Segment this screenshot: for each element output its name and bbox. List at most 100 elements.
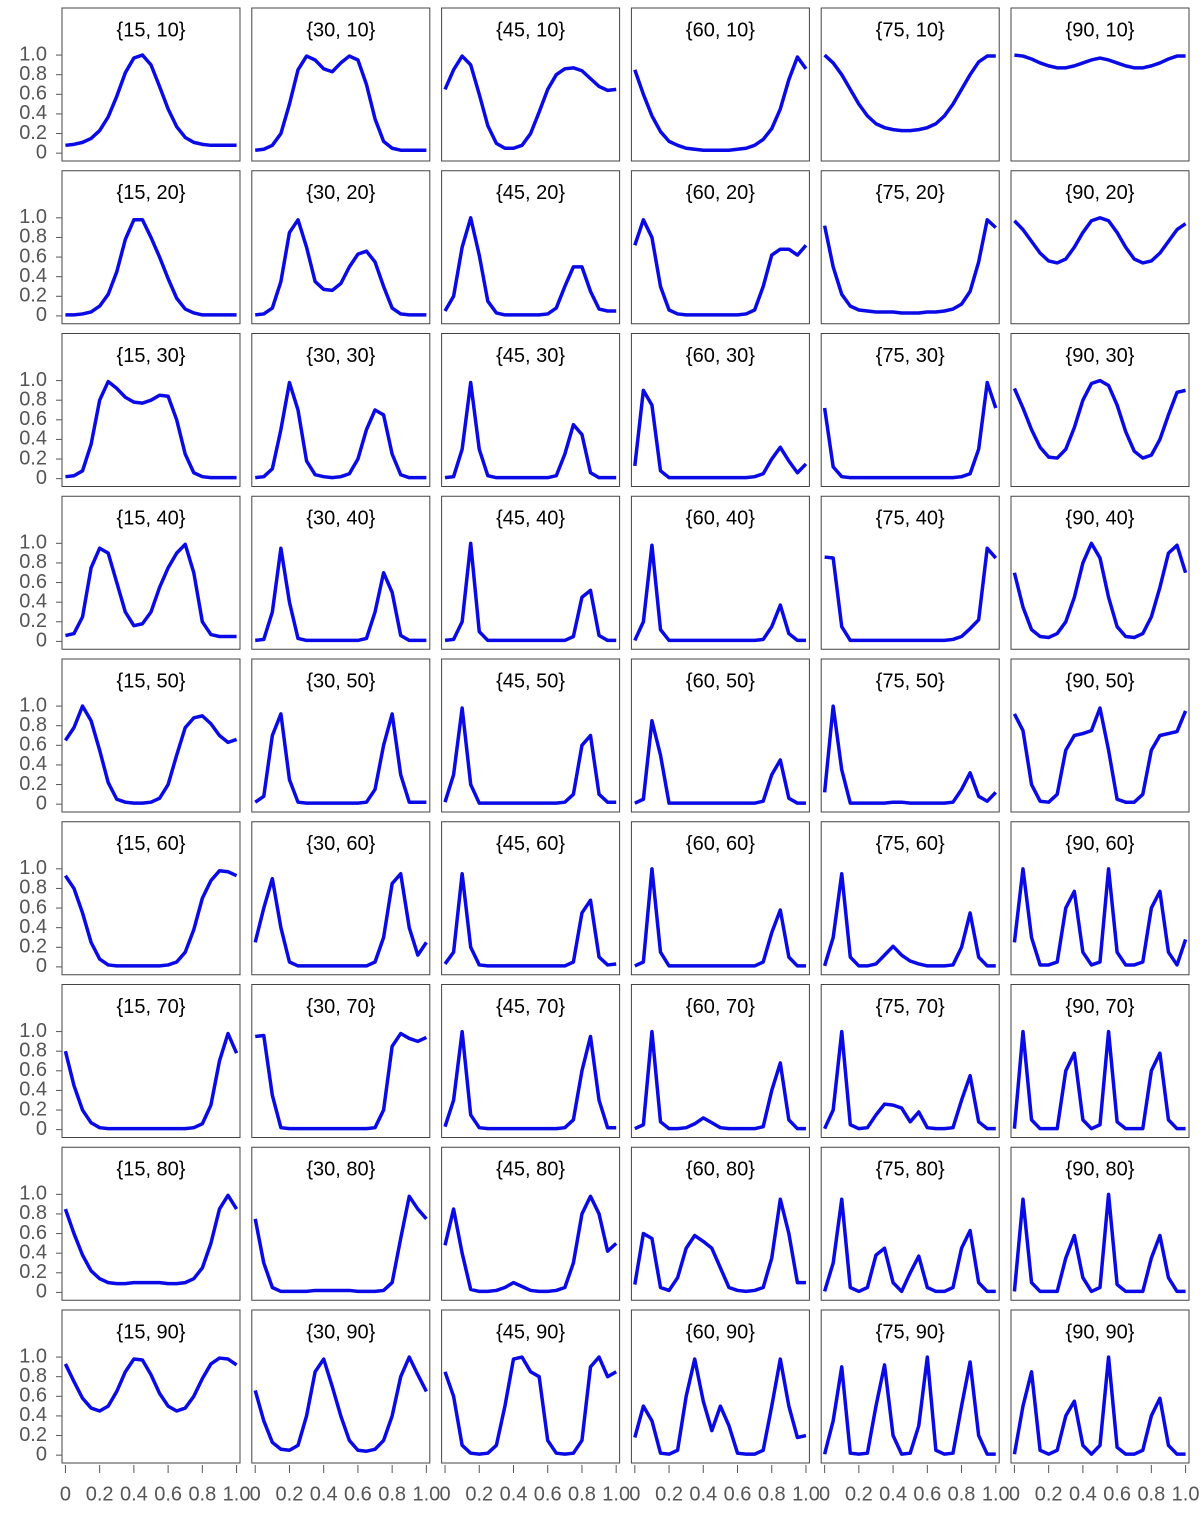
x-tick-label: 0 <box>629 1483 640 1505</box>
panel: {75, 10} <box>820 7 1000 162</box>
x-tick-label: 0.8 <box>758 1483 786 1505</box>
panel-title: {30, 60} <box>306 833 375 855</box>
panel-frame <box>441 495 621 650</box>
y-tick-label: 0.2 <box>19 122 47 144</box>
panel-title: {30, 20} <box>306 182 375 204</box>
x-tick-label: 0.2 <box>276 1483 304 1505</box>
panel: {45, 40} <box>441 495 621 650</box>
x-tick-label: 0.8 <box>948 1483 976 1505</box>
data-line <box>633 543 806 643</box>
panel-title: {45, 40} <box>496 508 565 530</box>
panel: {45, 80} <box>441 1146 621 1301</box>
data-line <box>633 1197 806 1294</box>
panel-title: {45, 30} <box>496 345 565 367</box>
panel-frame <box>630 7 810 162</box>
y-tick-label: 0.8 <box>19 877 47 899</box>
panel-title: {75, 10} <box>876 19 945 41</box>
y-tick-label: 0.6 <box>19 734 47 756</box>
panel: {30, 80} <box>251 1146 431 1301</box>
panel-frame <box>61 333 241 487</box>
x-tick-label: 1.0 <box>223 1483 251 1505</box>
panel-title: {75, 70} <box>876 996 945 1018</box>
panel-title: {75, 40} <box>876 508 945 530</box>
y-tick-label: 0 <box>36 792 47 814</box>
x-tick-label: 0.4 <box>310 1483 338 1505</box>
y-tick-label: 0.4 <box>19 1079 47 1101</box>
x-tick-label: 0.2 <box>465 1483 493 1505</box>
panel-frame <box>1010 495 1190 650</box>
y-tick-label: 1.0 <box>19 369 47 391</box>
panel-title: {90, 70} <box>1066 996 1135 1018</box>
panel-title: {45, 60} <box>496 833 565 855</box>
x-tick-label: 0.2 <box>655 1483 683 1505</box>
y-tick-label: 0.4 <box>19 1241 47 1263</box>
data-line <box>822 380 998 480</box>
panel: {90, 70} <box>1010 984 1190 1138</box>
panel: {75, 40} <box>820 495 1000 650</box>
panel: {60, 20} <box>630 170 810 325</box>
y-tick-label: 0 <box>36 630 47 652</box>
panel-title: {75, 50} <box>876 670 945 692</box>
data-line <box>633 218 808 317</box>
x-tick-label: 1.0 <box>602 1483 630 1505</box>
y-tick-label: 0.2 <box>19 285 47 307</box>
data-line <box>444 380 617 480</box>
data-line <box>1012 1192 1186 1294</box>
x-tick-label: 1.0 <box>412 1483 440 1505</box>
data-line <box>1012 378 1186 460</box>
x-tick-label: 0 <box>60 1483 71 1505</box>
panel-title: {90, 30} <box>1066 345 1135 367</box>
data-line <box>63 869 238 968</box>
x-tick-label: 0 <box>1009 1483 1020 1505</box>
data-line <box>823 53 996 133</box>
y-tick-label: 0.2 <box>19 1424 47 1446</box>
data-line <box>443 1355 618 1456</box>
y-tick-label: 0 <box>36 1118 47 1140</box>
data-line <box>255 218 427 317</box>
panel: {60, 10} <box>630 7 810 162</box>
data-line <box>444 541 617 643</box>
panel-title: {30, 30} <box>306 345 375 367</box>
panel-frame <box>1010 7 1190 162</box>
panel: {15, 30} 00.20.40.60.81.0 <box>19 333 241 489</box>
panel: {90, 80} <box>1010 1146 1190 1301</box>
panel-frame <box>630 1309 810 1464</box>
x-tick-label: 0.8 <box>568 1483 596 1505</box>
panel-title: {90, 10} <box>1066 19 1135 41</box>
panel-frame <box>630 658 810 813</box>
panel-frame <box>251 170 431 325</box>
x-tick-label: 0.2 <box>1035 1483 1063 1505</box>
x-tick-label: 0.4 <box>120 1483 148 1505</box>
panel-title: {60, 40} <box>686 508 755 530</box>
panel: {60, 80} <box>630 1146 810 1301</box>
y-tick-label: 0.4 <box>19 102 47 124</box>
y-tick-label: 0.8 <box>19 63 47 85</box>
data-line <box>65 53 237 148</box>
panel: {60, 50} <box>630 658 810 813</box>
panel-title: {30, 50} <box>306 670 375 692</box>
panel: {60, 60} <box>630 821 810 976</box>
panel: {60, 40} <box>630 495 810 650</box>
data-line <box>634 1029 806 1131</box>
data-line <box>1012 541 1188 640</box>
data-line <box>255 380 427 480</box>
panel: {30, 50} <box>251 658 431 813</box>
panel: {15, 40} 00.20.40.60.81.0 <box>19 495 241 652</box>
y-tick-label: 0.6 <box>19 896 47 918</box>
panel-title: {15, 40} <box>117 508 186 530</box>
panel-title: {60, 20} <box>686 182 755 204</box>
y-tick-label: 0.4 <box>19 1404 47 1426</box>
panel: {45, 30} <box>441 333 621 487</box>
x-tick-label: 0 <box>250 1483 261 1505</box>
panel: {30, 20} <box>251 170 431 325</box>
panel-title: {45, 80} <box>496 1159 565 1181</box>
data-line <box>63 1193 239 1286</box>
panel-title: {60, 60} <box>686 833 755 855</box>
y-tick-label: 0.4 <box>19 265 47 287</box>
x-tick-label: 0.4 <box>689 1483 717 1505</box>
y-tick-label: 0.4 <box>19 916 47 938</box>
x-tick-label: 0.8 <box>1137 1483 1165 1505</box>
panel-title: {45, 10} <box>496 19 565 41</box>
panel: {30, 70} <box>251 984 431 1138</box>
panel: {60, 30} <box>630 333 810 487</box>
